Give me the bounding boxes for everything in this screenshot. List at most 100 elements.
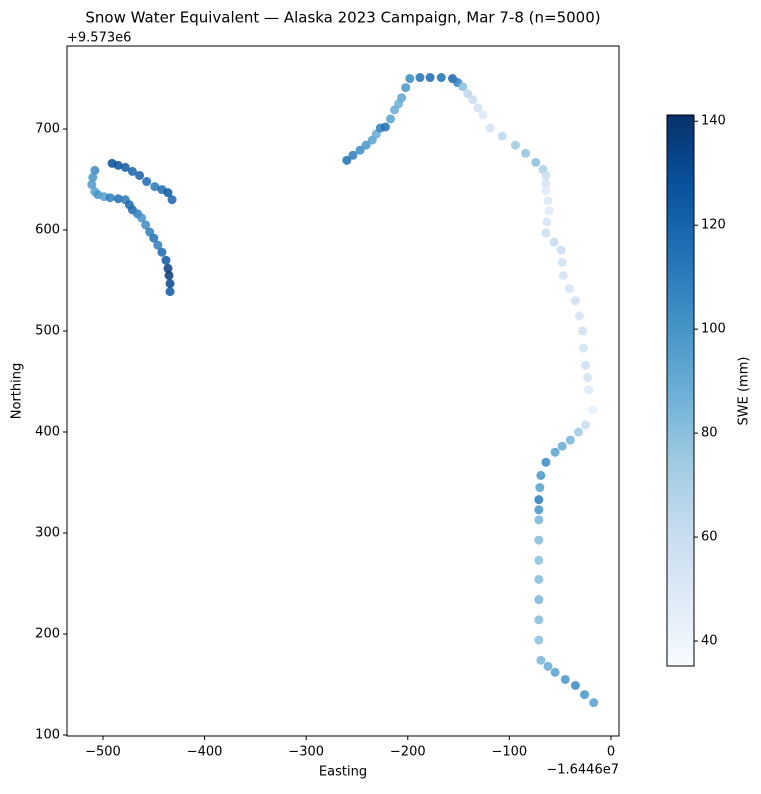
point [361, 140, 371, 150]
colorbar-tick-label: 40 [701, 634, 718, 649]
point [535, 483, 545, 493]
point [565, 435, 575, 445]
point [542, 217, 552, 227]
point [163, 263, 173, 273]
point [534, 495, 544, 505]
point [137, 213, 147, 223]
point [401, 83, 411, 93]
x-tick-label: −500 [85, 745, 121, 760]
point [113, 160, 123, 170]
point [88, 172, 98, 182]
point [105, 193, 115, 203]
colorbar-tick-label: 60 [701, 530, 718, 545]
point [541, 170, 551, 180]
point [578, 326, 588, 336]
point [534, 615, 544, 625]
point [534, 515, 544, 525]
x-tick-label: 0 [607, 745, 615, 760]
point [557, 257, 567, 267]
colorbar-tick-label: 80 [701, 426, 718, 441]
point [405, 74, 415, 84]
point [549, 237, 559, 247]
y-offset: +9.573e6 [67, 31, 131, 46]
colorbar-tick-label: 100 [701, 322, 726, 337]
point [531, 157, 541, 167]
point [589, 698, 599, 708]
point [557, 441, 567, 451]
point [149, 233, 159, 243]
point [583, 372, 593, 382]
point [534, 505, 544, 515]
x-tick-label: −200 [390, 745, 426, 760]
point [588, 405, 598, 415]
point [573, 427, 583, 437]
point [120, 162, 130, 172]
point [163, 188, 173, 198]
point [534, 635, 544, 645]
point [550, 447, 560, 457]
point [541, 186, 551, 196]
point [541, 228, 551, 238]
point [458, 82, 468, 92]
point [348, 150, 358, 160]
points [87, 73, 599, 708]
point [581, 360, 591, 370]
y-tick-label: 700 [35, 122, 60, 137]
y-tick-label: 500 [35, 324, 60, 339]
point [556, 245, 566, 255]
point [579, 343, 589, 353]
y-tick-label: 200 [35, 626, 60, 641]
plot-frame [66, 45, 620, 737]
point [415, 73, 425, 83]
y-tick-label: 300 [35, 525, 60, 540]
point [534, 595, 544, 605]
y-tick-label: 100 [35, 727, 60, 742]
point [127, 166, 137, 176]
x-axis-label: Easting [319, 765, 367, 780]
x-tick-label: −300 [288, 745, 324, 760]
point [541, 457, 551, 467]
point [463, 89, 473, 99]
point [161, 255, 171, 265]
point [150, 182, 160, 192]
chart-title: Snow Water Equivalent — Alaska 2023 Camp… [85, 9, 600, 27]
point [468, 95, 478, 105]
point [570, 296, 580, 306]
point [534, 574, 544, 584]
y-axis-label: Northing [10, 363, 25, 419]
point [380, 122, 390, 132]
point [164, 270, 174, 280]
point [153, 240, 163, 250]
point [580, 690, 590, 700]
point [425, 73, 435, 83]
colorbar-label: SWE (mm) [737, 357, 752, 426]
x-tick-label: −400 [187, 745, 223, 760]
colorbar-tick-label: 140 [701, 114, 726, 129]
point [534, 535, 544, 545]
point [534, 555, 544, 565]
colorbar-tick-label: 120 [701, 218, 726, 233]
point [167, 195, 177, 205]
point [574, 311, 584, 321]
point [536, 470, 546, 480]
point [165, 287, 175, 297]
point [385, 114, 395, 124]
point [560, 674, 570, 684]
x-offset: −1.6446e7 [546, 763, 619, 778]
point [550, 667, 560, 677]
colorbar [666, 114, 695, 667]
point [564, 284, 574, 294]
y-tick-label: 400 [35, 425, 60, 440]
point [355, 145, 365, 155]
point [90, 165, 100, 175]
point [521, 148, 531, 158]
point [473, 103, 483, 113]
point [543, 196, 553, 206]
x-tick-label: −100 [492, 745, 528, 760]
point [485, 123, 495, 133]
point [536, 655, 546, 665]
point [436, 73, 446, 83]
point [558, 270, 568, 280]
point [543, 661, 553, 671]
